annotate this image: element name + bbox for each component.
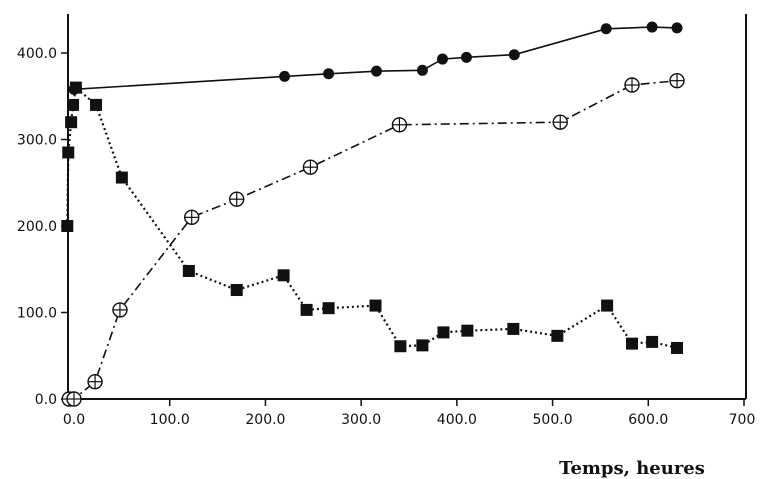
data-point-square (369, 299, 382, 312)
data-point-circle (600, 23, 612, 35)
data-point-square (67, 98, 80, 111)
data-point-circle-plus (552, 114, 568, 130)
series-line (73, 26, 678, 91)
data-point-circle (416, 64, 428, 76)
x-tick-label: 600.0 (628, 412, 668, 428)
x-tick-label: 500.0 (533, 412, 573, 428)
x-tick-label: 700 (729, 412, 756, 428)
data-point-square (551, 329, 564, 342)
data-point-circle-plus (391, 117, 408, 133)
data-point-square (277, 269, 290, 282)
x-tick-label: 300.0 (341, 412, 381, 428)
data-point-circle-plus (302, 159, 319, 175)
data-point-circle (460, 51, 472, 63)
data-point-square (300, 303, 313, 316)
series-layer (61, 21, 685, 407)
axis-ticks: 0.0 100.0 200.0 300.0 400.0 500.0 600.0 700 0.0 1… (17, 46, 755, 428)
data-point-square (437, 326, 450, 339)
series-line (69, 79, 678, 400)
data-point-circle-plus (669, 72, 685, 89)
x-tick-label: 200.0 (245, 412, 285, 428)
series-1 (68, 21, 683, 95)
data-point-square (507, 322, 520, 335)
series-2 (61, 72, 685, 407)
data-point-square (646, 335, 659, 348)
data-point-circle (437, 53, 448, 65)
y-tick-label: 200.0 (17, 219, 57, 235)
data-point-square (115, 171, 128, 184)
data-point-square (61, 220, 74, 232)
data-point-square (671, 341, 683, 354)
x-tick-label: 400.0 (437, 412, 477, 428)
data-point-square (626, 337, 639, 350)
y-tick-label: 100.0 (17, 306, 57, 322)
data-point-square (461, 324, 474, 337)
y-tick-label: 0.0 (35, 392, 57, 408)
data-point-square (65, 116, 78, 129)
data-point-square (69, 81, 82, 94)
data-point-circle (323, 68, 335, 80)
data-point-circle-plus (87, 374, 103, 390)
x-tick-label: 100.0 (150, 412, 190, 428)
data-point-circle (671, 22, 683, 34)
data-point-circle (508, 49, 520, 61)
data-point-circle (279, 70, 291, 82)
plot-frame (67, 14, 747, 400)
data-point-square (601, 299, 614, 312)
data-point-square (90, 98, 103, 111)
data-point-square (230, 284, 243, 297)
data-point-square (394, 340, 407, 353)
data-point-circle-plus (112, 302, 128, 318)
data-point-circle-plus (624, 77, 640, 93)
data-point-circle (370, 65, 382, 77)
y-tick-label: 400.0 (17, 46, 57, 62)
x-axis-title: Temps, heures (559, 458, 705, 479)
data-point-circle-plus (184, 209, 200, 226)
series-3 (61, 81, 683, 354)
data-point-circle-plus (66, 391, 82, 407)
y-tick-label: 300.0 (17, 133, 57, 149)
data-point-circle (646, 21, 658, 33)
data-point-square (416, 339, 429, 352)
data-point-square (62, 146, 75, 159)
data-point-square (322, 302, 335, 315)
x-tick-label: 0.0 (63, 412, 85, 428)
data-point-square (182, 264, 195, 277)
data-point-circle-plus (229, 191, 245, 207)
